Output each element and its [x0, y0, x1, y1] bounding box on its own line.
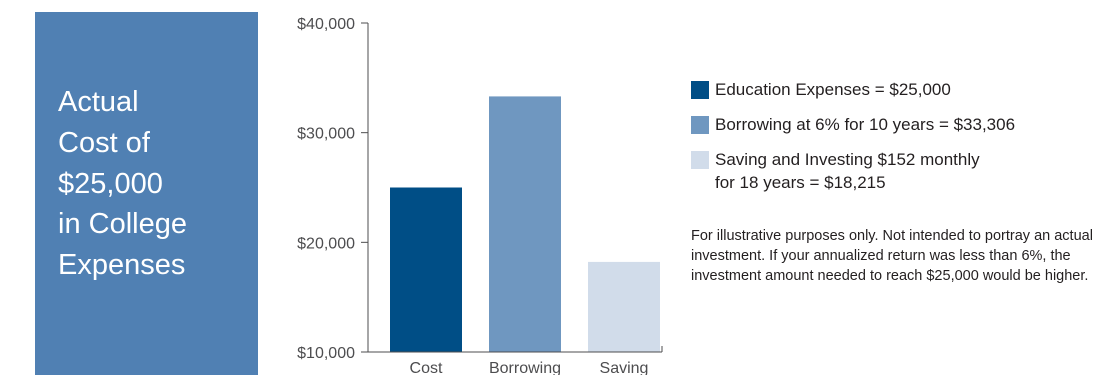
bar-chart: $10,000 $20,000 $30,000 $40,000 Cost Borrowi… [297, 16, 663, 375]
y-axis: $10,000 $20,000 $30,000 $40,000 [297, 16, 369, 362]
x-axis: Cost Borrowing Saving [368, 346, 663, 375]
legend-swatch-saving [691, 151, 709, 169]
bar-cost [390, 187, 462, 352]
x-tick-label: Cost [410, 360, 443, 375]
legend-item-saving: Saving and Investing $152 monthly for 18… [691, 148, 1106, 194]
footnote: For illustrative purposes only. Not inte… [691, 228, 1093, 284]
bar-borrowing [489, 96, 561, 353]
x-tick-label: Borrowing [489, 360, 561, 375]
legend-label-education: Education Expenses = $25,000 [715, 80, 951, 99]
chart-title: Actual Cost of $25,000 in College Expens… [58, 86, 187, 282]
legend-label-borrowing: Borrowing at 6% for 10 years = $33,306 [715, 115, 1016, 134]
y-tick-label: $40,000 [297, 16, 355, 33]
legend-swatch-borrowing [691, 116, 709, 134]
title-panel: Actual Cost of $25,000 in College Expens… [35, 12, 258, 375]
y-tick-label: $30,000 [297, 126, 355, 143]
legend-label-saving: Saving and Investing $152 monthly for 18… [715, 150, 980, 192]
y-tick-label: $20,000 [297, 235, 355, 252]
legend: Education Expenses = $25,000 Borrowing a… [691, 78, 1106, 206]
y-tick-label: $10,000 [297, 345, 355, 362]
bars [390, 96, 660, 353]
bar-saving [588, 261, 660, 352]
x-tick-label: Saving [600, 360, 649, 375]
legend-item-borrowing: Borrowing at 6% for 10 years = $33,306 [691, 113, 1106, 136]
legend-item-education: Education Expenses = $25,000 [691, 78, 1106, 101]
legend-swatch-education [691, 81, 709, 99]
